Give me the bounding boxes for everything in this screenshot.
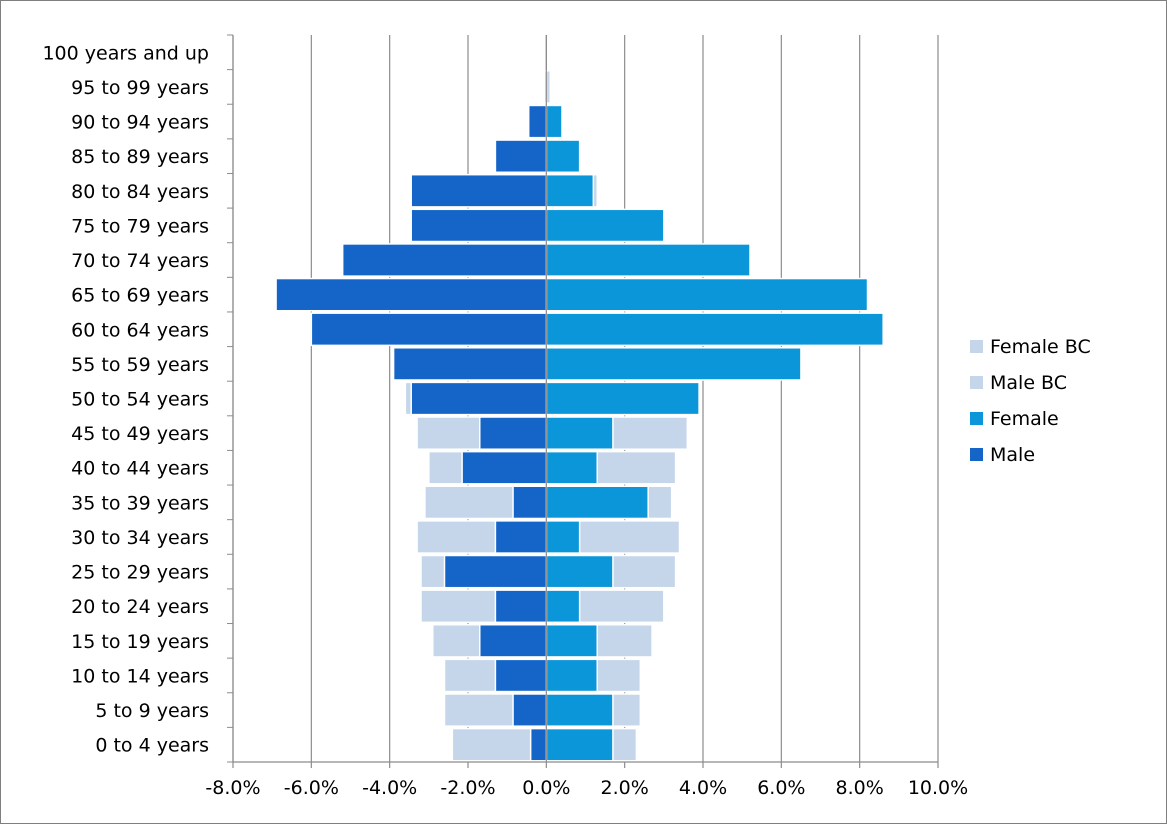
- bar: [545, 450, 598, 485]
- category-label: 55 to 59 years: [71, 354, 209, 376]
- bar: [310, 312, 548, 347]
- x-tick-label: 4.0%: [679, 777, 727, 799]
- category-label: 40 to 44 years: [71, 458, 209, 480]
- category-label: 20 to 24 years: [71, 596, 209, 618]
- legend-entry: Female: [990, 408, 1059, 430]
- bar: [494, 658, 548, 693]
- category-label: 35 to 39 years: [71, 492, 209, 514]
- bar: [545, 104, 563, 139]
- category-label: 80 to 84 years: [71, 181, 209, 203]
- category-label: 75 to 79 years: [71, 215, 209, 237]
- bar: [545, 173, 595, 208]
- bar: [512, 693, 548, 727]
- x-tick-label: -4.0%: [362, 777, 417, 799]
- bar: [545, 554, 614, 589]
- bar: [545, 208, 665, 243]
- bar: [545, 347, 802, 381]
- bar: [545, 485, 649, 520]
- bar: [341, 243, 548, 277]
- bar: [545, 243, 751, 277]
- bar: [461, 450, 548, 485]
- category-label: 50 to 54 years: [71, 389, 209, 411]
- bar: [494, 589, 548, 624]
- category-label: 45 to 49 years: [71, 423, 209, 445]
- bar: [545, 520, 581, 554]
- x-tick-label: 6.0%: [757, 777, 805, 799]
- x-tick-label: -2.0%: [440, 777, 495, 799]
- bar: [545, 693, 614, 727]
- category-label: 65 to 69 years: [71, 285, 209, 307]
- bar: [494, 520, 548, 554]
- bar: [479, 623, 548, 658]
- x-tick-label: 2.0%: [601, 777, 649, 799]
- bar: [529, 727, 548, 762]
- legend-swatch: [970, 340, 983, 353]
- legend-entry: Male BC: [990, 372, 1067, 394]
- bar: [545, 623, 598, 658]
- bar: [410, 208, 548, 243]
- bar: [545, 416, 614, 450]
- category-label: 95 to 99 years: [71, 77, 209, 99]
- bar: [545, 381, 700, 416]
- x-tick-label: -8.0%: [205, 777, 260, 799]
- category-label: 100 years and up: [42, 42, 209, 64]
- series-male: [275, 104, 548, 762]
- bar: [545, 658, 598, 693]
- x-tick-label: -6.0%: [284, 777, 339, 799]
- bar: [545, 139, 581, 174]
- bar: [410, 173, 548, 208]
- bar: [392, 347, 548, 381]
- series-female: [545, 104, 884, 762]
- legend-entry: Female BC: [990, 336, 1091, 358]
- category-label: 60 to 64 years: [71, 319, 209, 341]
- category-label: 10 to 14 years: [71, 665, 209, 687]
- bar: [545, 277, 869, 312]
- legend: Female BC Male BC Female Male: [970, 336, 1091, 466]
- bar: [512, 485, 548, 520]
- category-label: 5 to 9 years: [95, 700, 209, 722]
- category-label: 90 to 94 years: [71, 112, 209, 134]
- legend-swatch: [970, 448, 983, 461]
- bar: [527, 104, 548, 139]
- category-label: 85 to 89 years: [71, 146, 209, 168]
- category-label: 70 to 74 years: [71, 250, 209, 272]
- category-label: 25 to 29 years: [71, 562, 209, 584]
- bar: [545, 312, 884, 347]
- bar: [275, 277, 548, 312]
- x-tick-label: 10.0%: [908, 777, 968, 799]
- x-tick-label: 0.0%: [522, 777, 570, 799]
- category-label: 15 to 19 years: [71, 631, 209, 653]
- axes: -8.0% -6.0% -4.0% -2.0% 0.0% 2.0% 4.0% 6.0% 8.0%…: [42, 34, 968, 799]
- bar: [443, 554, 548, 589]
- bar: [410, 381, 548, 416]
- bar: [545, 589, 581, 624]
- bars: [275, 70, 884, 762]
- legend-swatch: [970, 376, 983, 389]
- legend-swatch: [970, 412, 983, 425]
- legend-entry: Male: [990, 444, 1035, 466]
- bar: [494, 139, 548, 174]
- category-label: 30 to 34 years: [71, 527, 209, 549]
- bar: [545, 727, 614, 762]
- x-tick-label: 8.0%: [836, 777, 884, 799]
- category-label: 0 to 4 years: [95, 735, 209, 757]
- bar: [479, 416, 548, 450]
